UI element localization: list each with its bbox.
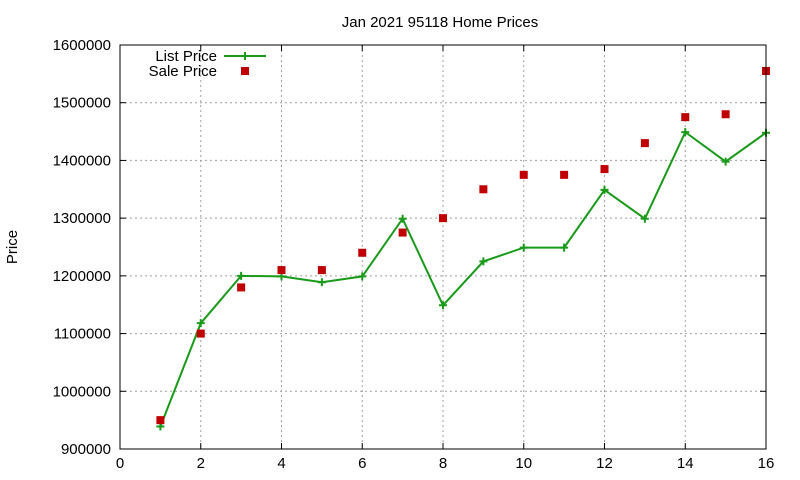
grid-lines (120, 45, 766, 449)
y-tick-label: 1200000 (53, 268, 111, 285)
x-tick-label: 8 (439, 455, 447, 472)
list-price-point (358, 272, 367, 281)
x-tick-label: 12 (596, 455, 613, 472)
list-price-point (237, 271, 246, 280)
x-tick-label: 4 (277, 455, 285, 472)
x-tick-label: 6 (358, 455, 366, 472)
legend: List Price Sale Price (149, 48, 266, 80)
list-price-point (398, 214, 407, 223)
sale-price-point (196, 329, 205, 338)
list-price-point (317, 278, 326, 287)
y-tick-label: 1500000 (53, 95, 111, 112)
list-price-point (519, 243, 528, 252)
y-tick-label: 900000 (61, 441, 111, 458)
list-price-point (600, 185, 609, 194)
sale-price-point (721, 110, 730, 119)
list-price-point (560, 243, 569, 252)
y-tick-label: 1600000 (53, 37, 111, 54)
sale-price-point (640, 139, 649, 148)
plot-border (119, 44, 767, 450)
legend-label-list-price: List Price (155, 48, 217, 65)
series-layer (156, 66, 770, 431)
list-price-line (159, 130, 767, 427)
chart-title: Jan 2021 95118 Home Prices (342, 14, 539, 31)
y-tick-label: 1300000 (53, 210, 111, 227)
x-tick-label: 2 (197, 455, 205, 472)
sale-price-point (317, 266, 326, 275)
sale-price-point (439, 214, 447, 223)
legend-marker-sale-price (241, 67, 249, 75)
list-price-point (721, 157, 730, 166)
list-price-point (439, 301, 447, 310)
sale-price-point (277, 266, 286, 275)
sale-price-point (519, 170, 528, 179)
sale-price-point (600, 165, 609, 174)
x-tick-label: 14 (677, 455, 694, 472)
sale-price-point (398, 228, 407, 237)
y-tick-label: 1100000 (54, 326, 111, 343)
legend-label-sale-price: Sale Price (149, 63, 217, 80)
x-tick-label: 10 (515, 455, 532, 472)
list-price-point (681, 128, 690, 137)
sale-price-point (156, 416, 165, 425)
x-axis-ticks: 0 2 4 6 8 10 12 14 16 (116, 45, 775, 472)
list-price-point (196, 319, 205, 328)
sale-price-point (358, 248, 367, 257)
x-tick-label: 0 (116, 455, 124, 472)
y-axis-label: Price (4, 230, 21, 264)
sale-price-point (681, 113, 690, 122)
y-axis-ticks: 900000 1000000 1100000 1200000 1300000 140000… (53, 37, 766, 458)
sale-price-point (560, 170, 569, 179)
x-tick-label: 16 (758, 455, 775, 472)
list-price-point (479, 257, 488, 266)
list-price-point (640, 214, 649, 223)
sale-price-point (479, 185, 488, 194)
sale-price-point (237, 283, 246, 292)
y-tick-label: 1400000 (53, 152, 111, 169)
y-tick-label: 1000000 (53, 383, 111, 400)
legend-marker-list-price (241, 52, 249, 60)
